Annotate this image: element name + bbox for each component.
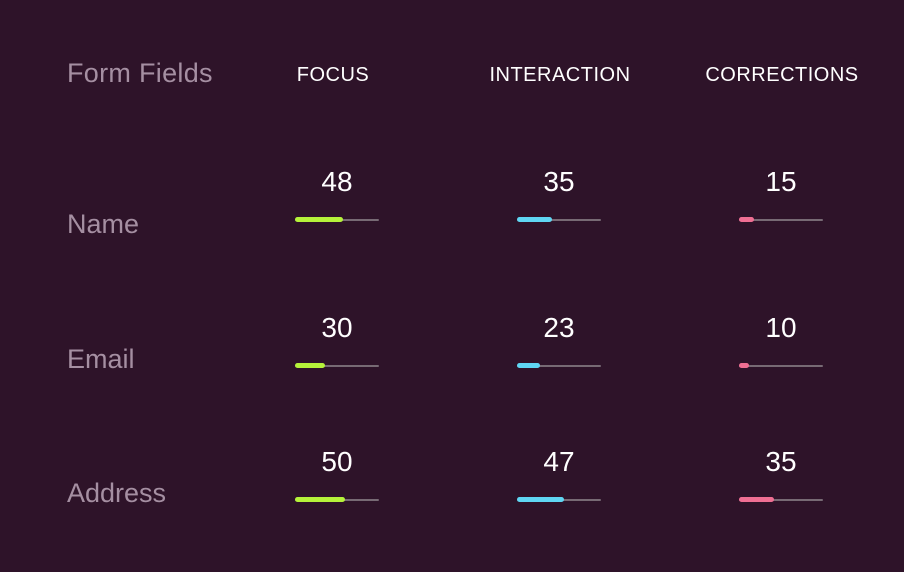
- metric-value: 48: [321, 166, 353, 197]
- progress-fill: [295, 217, 343, 222]
- metric-value: 47: [543, 446, 575, 477]
- col-header-corrections: CORRECTIONS: [705, 64, 859, 86]
- progress-track: [295, 497, 379, 502]
- metric-cell-email-interaction: 23: [517, 311, 601, 368]
- col-header-focus: FOCUS: [296, 64, 370, 86]
- progress-track: [517, 363, 601, 368]
- progress-fill: [517, 497, 564, 502]
- progress-track: [517, 497, 601, 502]
- progress-fill: [295, 497, 345, 502]
- progress-track: [739, 497, 823, 502]
- progress-fill: [517, 217, 552, 222]
- progress-track: [739, 217, 823, 222]
- metric-cell-name-interaction: 35: [517, 165, 601, 222]
- metric-cell-address-corrections: 35: [739, 445, 823, 502]
- metric-cell-address-focus: 50: [295, 445, 379, 502]
- progress-fill: [295, 363, 325, 368]
- progress-track: [295, 217, 379, 222]
- progress-track: [517, 217, 601, 222]
- row-label-email: Email: [67, 344, 135, 374]
- progress-track: [739, 363, 823, 368]
- metric-value: 50: [321, 446, 353, 477]
- progress-fill: [739, 497, 774, 502]
- row-label-name: Name: [67, 209, 140, 239]
- metric-cell-email-focus: 30: [295, 311, 379, 368]
- progress-fill: [739, 363, 749, 368]
- metric-cell-name-focus: 48: [295, 165, 379, 222]
- col-header-interaction: INTERACTION: [489, 64, 631, 86]
- metric-cell-address-interaction: 47: [517, 445, 601, 502]
- metric-value: 10: [765, 312, 797, 343]
- progress-fill: [739, 217, 754, 222]
- metric-value: 30: [321, 312, 353, 343]
- metric-value: 35: [543, 166, 575, 197]
- metric-cell-name-corrections: 15: [739, 165, 823, 222]
- row-label-address: Address: [67, 478, 167, 508]
- metric-value: 35: [765, 446, 797, 477]
- form-fields-title: Form Fields: [67, 58, 213, 88]
- metric-cell-email-corrections: 10: [739, 311, 823, 368]
- progress-fill: [517, 363, 540, 368]
- progress-track: [295, 363, 379, 368]
- metric-value: 15: [765, 166, 797, 197]
- metric-value: 23: [543, 312, 575, 343]
